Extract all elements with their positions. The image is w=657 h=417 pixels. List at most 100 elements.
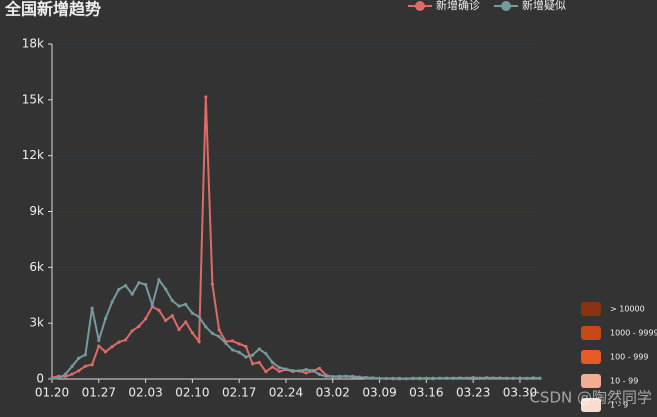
data-point (177, 304, 181, 308)
data-point (291, 368, 295, 373)
data-point (250, 353, 255, 357)
data-point (157, 278, 161, 282)
data-point (271, 360, 275, 365)
y-tick-label: 0 (36, 372, 44, 386)
data-point (83, 364, 88, 368)
data-point (170, 314, 174, 318)
data-point (164, 318, 168, 323)
data-point (491, 376, 495, 380)
data-point (364, 375, 368, 380)
data-point (244, 355, 248, 359)
x-tick-label: 01.27 (82, 386, 116, 400)
data-point (164, 287, 168, 291)
data-point (204, 325, 208, 329)
visual-map-label: > 10000 (610, 305, 645, 314)
data-point (130, 329, 134, 333)
x-tick-label: 03.02 (316, 386, 350, 400)
data-point (538, 376, 542, 380)
data-point (184, 320, 188, 324)
data-point (117, 287, 121, 292)
x-tick-label: 03.09 (362, 386, 396, 400)
data-point (110, 300, 114, 304)
data-point (371, 376, 375, 380)
data-point (498, 376, 502, 380)
visual-map-label: 10 - 99 (610, 377, 638, 386)
data-point (478, 376, 482, 381)
data-point (70, 364, 74, 368)
data-point (271, 365, 275, 369)
data-point (311, 368, 315, 373)
data-point (230, 339, 235, 343)
data-point (143, 283, 148, 287)
visual-map-swatch (581, 326, 601, 340)
data-point (190, 311, 194, 315)
data-point (63, 372, 67, 376)
data-point (418, 376, 422, 380)
data-point (123, 338, 128, 342)
data-point (398, 376, 402, 380)
data-point (204, 95, 208, 99)
data-point (97, 344, 101, 348)
data-point (117, 340, 121, 344)
data-point (357, 375, 362, 379)
data-point (324, 374, 328, 378)
data-point (297, 369, 301, 373)
visual-map-label: 1000 - 9999 (610, 329, 657, 338)
visual-map-label: 100 - 999 (610, 353, 649, 362)
data-point (143, 317, 148, 321)
data-point (244, 344, 248, 349)
x-tick-label: 03.16 (409, 386, 443, 400)
data-point (438, 376, 442, 380)
data-point (230, 348, 235, 352)
y-tick-label: 15k (22, 92, 44, 106)
data-point (250, 362, 255, 366)
legend-label: 新增确诊 (436, 0, 480, 12)
data-point (331, 374, 335, 379)
data-point (177, 327, 181, 332)
visual-map-swatch (581, 374, 601, 388)
visual-map-label: 1 - 9 (610, 401, 628, 410)
data-point (197, 315, 201, 319)
data-point (77, 356, 81, 360)
x-tick-label: 03.30 (503, 386, 537, 400)
legend-symbol (415, 1, 425, 11)
data-point (471, 376, 475, 380)
data-point (484, 376, 489, 380)
x-tick-label: 03.23 (456, 386, 490, 400)
data-point (411, 376, 415, 380)
data-point (150, 303, 154, 307)
data-point (83, 353, 88, 357)
x-tick-label: 02.10 (175, 386, 209, 400)
data-point (511, 376, 515, 380)
data-point (123, 283, 128, 288)
chart-title: 全国新增趋势 (4, 0, 101, 19)
data-point (444, 376, 449, 380)
data-point (337, 374, 342, 378)
data-point (284, 367, 288, 371)
data-point (344, 374, 348, 378)
data-point (504, 376, 509, 381)
data-point (190, 331, 194, 335)
data-point (224, 341, 228, 345)
x-tick-label: 02.03 (128, 386, 162, 400)
data-point (518, 377, 522, 381)
legend-label: 新增疑似 (522, 0, 566, 12)
data-point (277, 365, 281, 370)
data-point (77, 369, 81, 373)
data-point (110, 345, 114, 349)
x-tick-label: 01.20 (35, 386, 69, 400)
data-point (50, 376, 54, 381)
data-point (264, 370, 268, 374)
data-point (90, 306, 94, 310)
data-point (217, 335, 221, 339)
data-point (57, 376, 61, 381)
data-point (317, 366, 321, 370)
data-point (384, 376, 388, 381)
data-point (70, 372, 74, 376)
data-point (170, 298, 174, 303)
data-point (237, 342, 241, 346)
legend-symbol (501, 1, 511, 11)
data-point (257, 360, 261, 365)
